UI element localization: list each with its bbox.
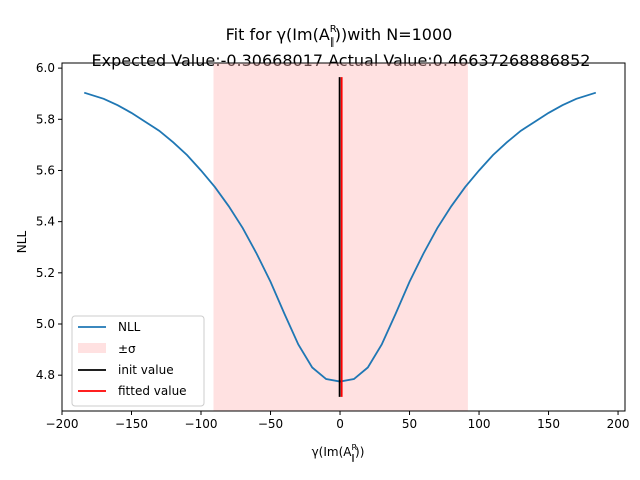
- x-tick-label: −150: [115, 417, 148, 431]
- legend-fitted-label: fitted value: [118, 384, 187, 398]
- chart-title-line1: Fit for γ(Im(AR ∥))with N=1000: [226, 24, 453, 48]
- axes-frame: [61, 62, 626, 412]
- legend-sigma-label: ±σ: [118, 342, 136, 356]
- title-line1-sub: ∥: [330, 37, 335, 48]
- x-label-start: γ(Im(A: [312, 445, 353, 459]
- legend: NLL ±σ init value fitted value: [71, 315, 205, 407]
- x-tick-label: 50: [402, 417, 417, 431]
- x-label-sub: ∥: [351, 453, 355, 462]
- y-tick-label: 5.0: [36, 317, 55, 331]
- y-axis-label: NLL: [15, 231, 29, 254]
- sigma-band: [213, 63, 468, 411]
- x-tick-label: −100: [185, 417, 218, 431]
- x-axis-label: γ(Im(AR ∥)): [312, 443, 365, 462]
- y-tick-label: 4.8: [36, 368, 55, 382]
- x-tick-label: −50: [258, 417, 283, 431]
- title-line1-start: Fit for γ(Im(A: [226, 25, 330, 44]
- y-tick-label: 5.8: [36, 112, 55, 126]
- x-tick-label: 100: [468, 417, 491, 431]
- title-line1-sup: R: [330, 24, 337, 35]
- x-tick-label: 200: [607, 417, 630, 431]
- x-label-sup: R: [351, 443, 357, 452]
- chart-title-line2: Expected Value:-0.30668017 Actual Value:…: [92, 51, 591, 70]
- x-label-end: )): [355, 445, 364, 459]
- legend-nll-label: NLL: [118, 320, 141, 334]
- y-tick-label: 5.2: [36, 266, 55, 280]
- legend-sigma-swatch: [78, 343, 106, 353]
- y-tick-label: 5.4: [36, 215, 55, 229]
- x-tick-label: −200: [46, 417, 79, 431]
- x-tick-label: 150: [537, 417, 560, 431]
- title-line1-end: ))with N=1000: [335, 25, 453, 44]
- legend-frame: [71, 315, 205, 407]
- y-tick-label: 5.6: [36, 163, 55, 177]
- x-tick-label: 0: [336, 417, 344, 431]
- y-tick-label: 6.0: [36, 61, 55, 75]
- legend-init-label: init value: [118, 363, 174, 377]
- plot-area: −200 −150 −100 −50 0 50 100 150 200 4.8 5.0 5.2 5.4 5…: [36, 61, 630, 431]
